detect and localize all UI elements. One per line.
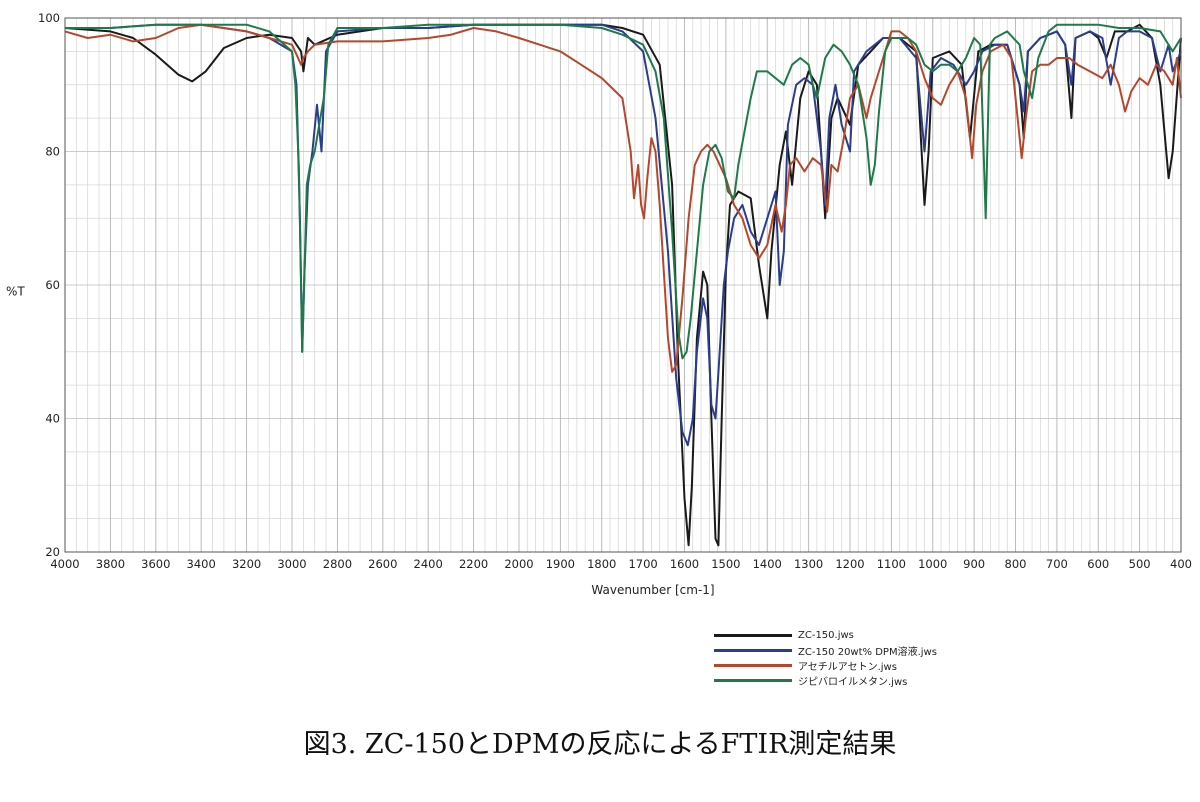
x-tick-label: 2200	[459, 557, 488, 571]
x-tick-label: 1000	[918, 557, 947, 571]
x-tick-label: 2000	[504, 557, 533, 571]
x-tick-label: 3800	[96, 557, 125, 571]
y-tick-label: 40	[45, 412, 60, 426]
tick-labels: 4000 3800 3600 3400 3200 3000 2800 2600 2400 2200…	[38, 11, 1192, 571]
x-tick-label: 1600	[670, 557, 699, 571]
series-line	[65, 23, 1182, 447]
y-tick-label: 80	[45, 145, 60, 159]
legend: ZC-150.jws ZC-150 20wt% DPM溶液.jws アセチルアセ…	[714, 628, 1014, 688]
legend-item: ZC-150.jws	[714, 628, 1014, 643]
x-tick-label: 3600	[141, 557, 170, 571]
legend-label: ZC-150.jws	[798, 630, 854, 641]
x-tick-label: 2600	[368, 557, 397, 571]
legend-item: ZC-150 20wt% DPM溶液.jws	[714, 643, 1014, 658]
x-tick-label: 1200	[835, 557, 864, 571]
x-tick-label: 400	[1170, 557, 1192, 571]
x-tick-label: 2400	[414, 557, 443, 571]
x-tick-label: 1300	[794, 557, 823, 571]
legend-swatch	[714, 649, 792, 652]
legend-label: ZC-150 20wt% DPM溶液.jws	[798, 647, 937, 658]
legend-swatch	[714, 664, 792, 667]
x-tick-label: 1900	[546, 557, 575, 571]
x-tick-label: 800	[1005, 557, 1027, 571]
y-tick-label: 100	[38, 11, 60, 25]
series-line	[64, 23, 1182, 373]
x-tick-label: 700	[1046, 557, 1068, 571]
x-axis-label: Wavenumber [cm-1]	[591, 583, 714, 597]
legend-swatch	[714, 679, 792, 682]
x-tick-label: 3000	[277, 557, 306, 571]
x-tick-label: 1400	[753, 557, 782, 571]
series-lines	[64, 23, 1182, 547]
y-tick-label: 20	[45, 545, 60, 559]
plot-frame	[64, 17, 1182, 553]
legend-item: アセチルアセトン.jws	[714, 658, 1014, 673]
x-tick-label: 4000	[50, 557, 79, 571]
x-tick-label: 1500	[711, 557, 740, 571]
x-tick-label: 1100	[877, 557, 906, 571]
x-tick-label: 3200	[232, 557, 261, 571]
x-tick-label: 1700	[628, 557, 657, 571]
legend-item: ジピバロイルメタン.jws	[714, 673, 1014, 688]
series-line	[65, 23, 1182, 360]
x-tick-label: 3400	[187, 557, 216, 571]
legend-label: アセチルアセトン.jws	[798, 662, 897, 673]
x-tick-label: 1800	[587, 557, 616, 571]
figure-caption: 図3. ZC-150とDPMの反応によるFTIR測定結果	[303, 729, 897, 760]
y-axis-label: %T	[6, 285, 25, 299]
x-tick-label: 500	[1129, 557, 1151, 571]
y-tick-label: 60	[45, 278, 60, 292]
x-tick-label: 900	[963, 557, 985, 571]
legend-swatch	[714, 634, 792, 637]
x-tick-label: 2800	[323, 557, 352, 571]
legend-label: ジピバロイルメタン.jws	[798, 677, 908, 688]
ftir-chart: 4000 3800 3600 3400 3200 3000 2800 2600 2400 2200…	[6, 11, 1192, 597]
x-tick-label: 600	[1087, 557, 1109, 571]
